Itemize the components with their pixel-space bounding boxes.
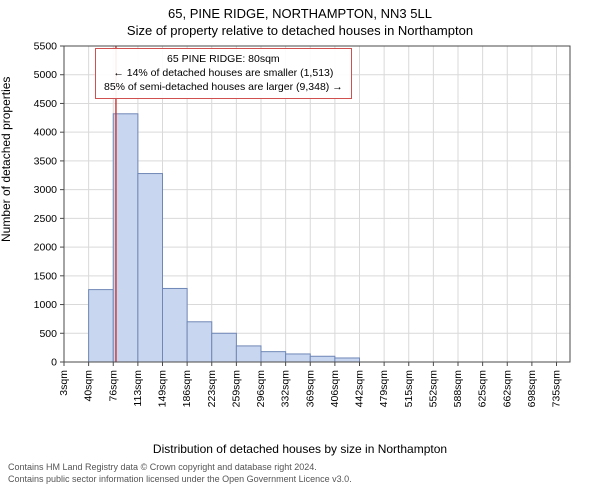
svg-text:4000: 4000 (34, 127, 58, 139)
chart-title-main: 65, PINE RIDGE, NORTHAMPTON, NN3 5LL (0, 0, 600, 21)
annotation-line-2: ← 14% of detached houses are smaller (1,… (104, 66, 343, 80)
histogram-bar (335, 358, 360, 362)
histogram-bar (163, 288, 188, 362)
histogram-bar (138, 174, 163, 362)
histogram-bar (286, 354, 311, 362)
svg-text:332sqm: 332sqm (280, 370, 292, 408)
svg-text:113sqm: 113sqm (132, 370, 144, 407)
svg-text:259sqm: 259sqm (230, 370, 242, 408)
svg-text:369sqm: 369sqm (304, 370, 316, 408)
svg-text:1500: 1500 (34, 270, 58, 282)
chart-svg: 0 500 1000 1500 2000 2500 3000 3500 4000 4500 5000… (0, 42, 600, 442)
annotation-line-3: 85% of semi-detached houses are larger (… (104, 80, 343, 94)
svg-text:442sqm: 442sqm (354, 370, 366, 408)
histogram-bar (187, 322, 212, 362)
svg-text:3000: 3000 (34, 184, 58, 196)
svg-text:625sqm: 625sqm (477, 370, 489, 408)
histogram-bar (236, 346, 261, 362)
svg-text:698sqm: 698sqm (526, 370, 538, 408)
svg-text:588sqm: 588sqm (452, 370, 464, 408)
annotation-box: 65 PINE RIDGE: 80sqm ← 14% of detached h… (95, 48, 352, 99)
footer-attribution: Contains HM Land Registry data © Crown c… (0, 456, 600, 485)
svg-text:662sqm: 662sqm (501, 370, 513, 408)
svg-text:186sqm: 186sqm (181, 370, 193, 408)
x-axis-label: Distribution of detached houses by size … (0, 442, 600, 456)
chart-area: 0 500 1000 1500 2000 2500 3000 3500 4000 4500 5000… (0, 42, 600, 442)
histogram-bar (113, 114, 138, 362)
svg-text:5000: 5000 (34, 69, 58, 81)
svg-text:0: 0 (51, 357, 57, 369)
svg-text:515sqm: 515sqm (403, 370, 415, 408)
chart-container: 65, PINE RIDGE, NORTHAMPTON, NN3 5LL Siz… (0, 0, 600, 500)
svg-text:5500: 5500 (34, 42, 58, 53)
svg-text:2000: 2000 (34, 242, 58, 254)
chart-title-sub: Size of property relative to detached ho… (0, 21, 600, 42)
svg-text:735sqm: 735sqm (551, 370, 563, 408)
histogram-bar (310, 356, 335, 362)
svg-text:1000: 1000 (34, 299, 58, 311)
svg-text:149sqm: 149sqm (157, 370, 169, 408)
svg-text:40sqm: 40sqm (83, 370, 95, 402)
footer-line-1: Contains HM Land Registry data © Crown c… (8, 462, 592, 474)
svg-text:223sqm: 223sqm (206, 370, 218, 408)
histogram-bar (89, 290, 114, 362)
svg-text:76sqm: 76sqm (107, 370, 119, 402)
svg-text:4500: 4500 (34, 98, 58, 110)
svg-text:3sqm: 3sqm (58, 370, 70, 396)
svg-text:552sqm: 552sqm (427, 370, 439, 408)
svg-text:479sqm: 479sqm (378, 370, 390, 408)
svg-text:2500: 2500 (34, 213, 58, 225)
histogram-bar (212, 333, 237, 362)
footer-line-2: Contains public sector information licen… (8, 474, 592, 486)
svg-text:3500: 3500 (34, 155, 58, 167)
histogram-bar (261, 352, 286, 362)
svg-text:500: 500 (39, 328, 57, 340)
annotation-line-1: 65 PINE RIDGE: 80sqm (104, 52, 343, 66)
svg-text:406sqm: 406sqm (329, 370, 341, 408)
y-axis-label: Number of detached properties (0, 77, 13, 242)
svg-text:296sqm: 296sqm (255, 370, 267, 408)
